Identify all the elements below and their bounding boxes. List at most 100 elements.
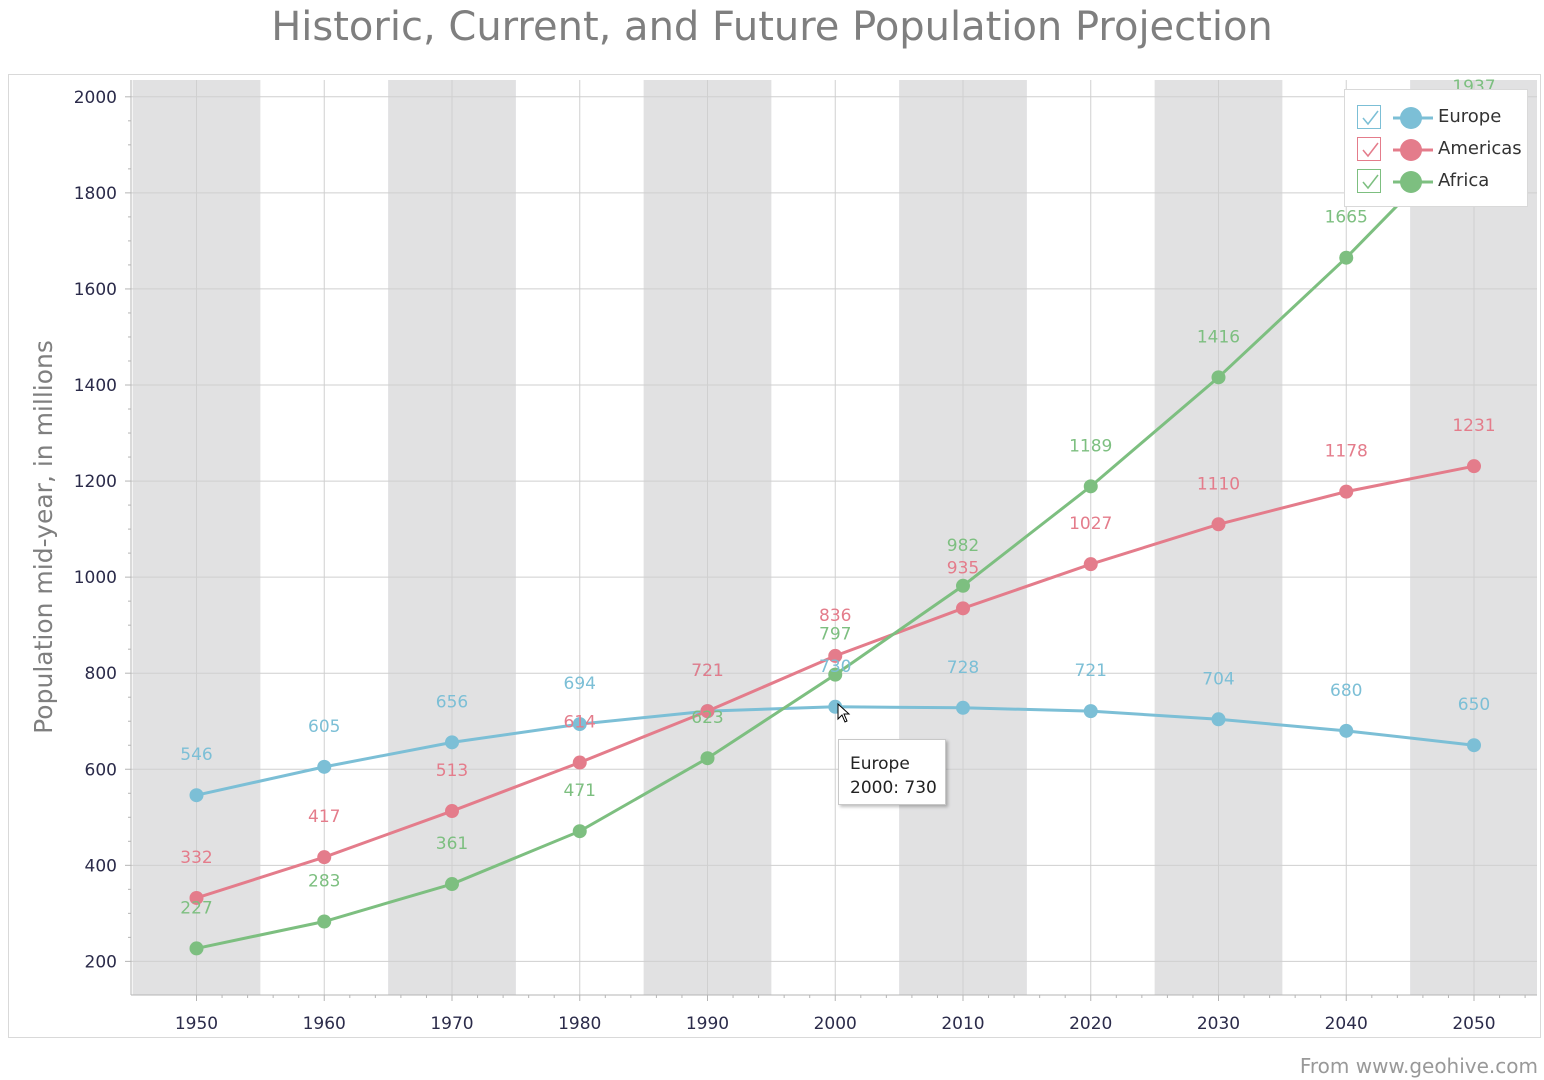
y-tick-label: 600 (85, 760, 117, 780)
data-label-europe: 694 (564, 674, 596, 694)
data-point-africa (1339, 250, 1354, 265)
data-label-europe: 546 (180, 745, 212, 765)
y-tick-label: 400 (85, 856, 117, 876)
legend-label: Europe (1438, 106, 1502, 127)
data-label-europe: 605 (308, 717, 340, 737)
data-label-africa: 982 (947, 536, 979, 556)
y-tick-label: 1200 (74, 472, 117, 492)
chart-frame (8, 74, 1541, 1038)
y-tick-label: 200 (85, 952, 117, 972)
data-point-africa (700, 751, 715, 766)
data-point-europe (956, 700, 970, 715)
data-point-americas (1467, 459, 1481, 474)
data-label-europe: 730 (819, 657, 851, 677)
data-label-americas: 721 (691, 661, 723, 681)
x-tick-label: 2000 (814, 1014, 857, 1034)
source-credit: From www.geohive.com (1299, 1054, 1538, 1078)
data-label-americas: 1027 (1069, 514, 1112, 534)
tooltip: Europe 2000: 730 (838, 739, 946, 805)
tooltip-series: Europe (850, 754, 910, 774)
data-point-americas (1211, 517, 1226, 532)
data-point-africa (828, 667, 843, 682)
y-axis-title: Population mid-year, in millions (29, 340, 58, 734)
data-point-americas (956, 601, 970, 616)
legend-item-americas[interactable]: Americas (1355, 136, 1525, 164)
data-label-americas: 836 (819, 606, 851, 626)
legend: Europe Americas Africa (1344, 89, 1528, 207)
data-label-europe: 656 (436, 692, 468, 712)
data-point-europe (1211, 712, 1226, 727)
y-tick-label: 1000 (74, 568, 117, 588)
data-label-europe: 650 (1458, 695, 1490, 715)
data-point-americas (572, 755, 587, 770)
series-marker-icon (1393, 106, 1437, 130)
data-point-europe (1339, 723, 1354, 738)
data-point-americas (1083, 557, 1098, 572)
x-tick-label: 1980 (558, 1014, 601, 1034)
series-marker-icon (1393, 138, 1437, 162)
data-point-africa (1211, 370, 1226, 385)
x-tick-label: 1950 (175, 1014, 218, 1034)
y-tick-label: 1400 (74, 376, 117, 396)
data-label-europe: 680 (1330, 681, 1362, 701)
data-point-europe (572, 717, 587, 732)
y-tick-label: 1800 (74, 184, 117, 204)
data-point-africa (1083, 479, 1098, 494)
chart-title: Historic, Current, and Future Population… (271, 4, 1273, 50)
data-label-africa: 797 (819, 625, 851, 645)
data-point-europe (1467, 738, 1481, 753)
data-point-africa (956, 578, 970, 593)
data-label-americas: 513 (436, 761, 468, 781)
tooltip-value: 2000: 730 (850, 778, 937, 798)
data-point-europe (1083, 704, 1098, 719)
x-tick-label: 2040 (1325, 1014, 1368, 1034)
data-label-africa: 1665 (1325, 208, 1368, 228)
data-label-europe: 704 (1202, 669, 1234, 689)
data-label-europe: 728 (947, 658, 979, 678)
data-point-americas (700, 704, 715, 719)
x-tick-label: 1990 (686, 1014, 729, 1034)
data-label-americas: 1110 (1197, 474, 1240, 494)
data-point-americas (317, 850, 332, 865)
x-tick-label: 1970 (430, 1014, 473, 1034)
x-tick-label: 2010 (941, 1014, 984, 1034)
y-tick-label: 1600 (74, 280, 117, 300)
checkbox-icon[interactable] (1357, 137, 1381, 161)
data-point-americas (189, 890, 204, 905)
series-marker-icon (1393, 170, 1437, 194)
legend-label: Americas (1438, 138, 1522, 159)
data-label-africa: 227 (180, 898, 212, 918)
checkbox-icon[interactable] (1357, 169, 1381, 193)
data-label-europe: 721 (691, 661, 723, 681)
data-label-africa: 361 (436, 834, 468, 854)
data-label-americas: 417 (308, 807, 340, 827)
data-point-africa (317, 914, 332, 929)
x-tick-label: 2020 (1069, 1014, 1112, 1034)
data-point-africa (189, 941, 204, 956)
legend-label: Africa (1438, 170, 1490, 191)
data-point-europe (189, 788, 204, 803)
data-point-africa (445, 877, 459, 892)
legend-item-europe[interactable]: Europe (1355, 104, 1525, 132)
data-label-africa: 1416 (1197, 327, 1240, 347)
checkbox-icon[interactable] (1357, 105, 1381, 129)
data-label-americas: 332 (180, 848, 212, 868)
data-point-americas (445, 804, 459, 819)
data-label-africa: 1189 (1069, 436, 1112, 456)
data-label-africa: 471 (564, 781, 596, 801)
data-label-americas: 1231 (1452, 416, 1495, 436)
x-tick-label: 2050 (1452, 1014, 1495, 1034)
data-point-americas (828, 648, 843, 663)
data-label-europe: 721 (1075, 661, 1107, 681)
data-label-africa: 623 (691, 708, 723, 728)
data-label-americas: 1178 (1325, 442, 1368, 462)
y-tick-label: 800 (85, 664, 117, 684)
data-point-africa (572, 824, 587, 839)
data-label-africa: 283 (308, 872, 340, 892)
legend-item-africa[interactable]: Africa (1355, 168, 1525, 196)
data-label-americas: 935 (947, 558, 979, 578)
data-point-americas (1339, 484, 1354, 499)
data-label-americas: 614 (564, 713, 596, 733)
x-tick-label: 2030 (1197, 1014, 1240, 1034)
